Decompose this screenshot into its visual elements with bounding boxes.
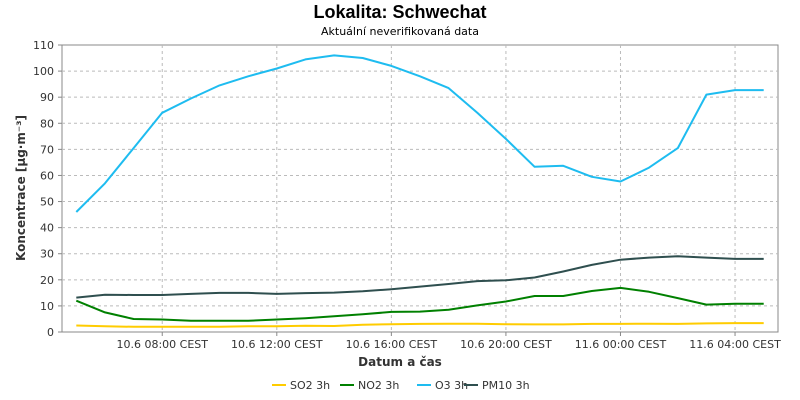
y-axis-ticks: 0 10 20 30 40 50 60 70 80 90 100 110 (33, 39, 62, 339)
y-tick-label: 80 (40, 117, 54, 130)
y-tick-label: 90 (40, 91, 54, 104)
x-tick-label: 10.6 16:00 CEST (346, 338, 438, 351)
y-tick-label: 100 (33, 65, 54, 78)
legend-item-label: SO2 3h (290, 379, 330, 392)
x-tick-label: 10.6 20:00 CEST (460, 338, 552, 351)
y-tick-label: 10 (40, 300, 54, 313)
x-tick-label: 10.6 12:00 CEST (231, 338, 323, 351)
x-axis-label: Datum a čas (358, 355, 442, 369)
y-tick-label: 60 (40, 169, 54, 182)
series-line-so2 (76, 322, 764, 328)
y-tick-label: 40 (40, 222, 54, 235)
y-axis-label: Koncentrace [µg·m⁻³] (14, 115, 28, 261)
grid-lines (62, 45, 778, 332)
legend-item-label: NO2 3h (358, 379, 399, 392)
chart-subtitle: Aktuální neverifikovaná data (321, 25, 479, 38)
x-tick-label: 10.6 08:00 CEST (116, 338, 208, 351)
y-tick-label: 0 (47, 326, 54, 339)
x-tick-label: 11.6 04:00 CEST (689, 338, 781, 351)
y-tick-label: 20 (40, 274, 54, 287)
series-line-pm10 (76, 255, 764, 299)
legend-item-label: PM10 3h (482, 379, 530, 392)
series-line-o3 (75, 54, 764, 213)
y-tick-label: 50 (40, 196, 54, 209)
y-tick-label: 110 (33, 39, 54, 52)
x-axis-ticks: 10.6 08:00 CEST 10.6 12:00 CEST 10.6 16:00… (116, 332, 781, 351)
chart-title: Lokalita: Schwechat (313, 2, 486, 22)
series-line-no2 (75, 286, 764, 322)
series-lines (75, 54, 764, 328)
legend-item-label: O3 3h (435, 379, 468, 392)
legend: SO2 3h NO2 3h O3 3h PM10 3h (272, 379, 530, 392)
y-tick-label: 30 (40, 248, 54, 261)
x-tick-label: 11.6 00:00 CEST (575, 338, 667, 351)
y-tick-label: 70 (40, 143, 54, 156)
plot-area (61, 44, 779, 333)
